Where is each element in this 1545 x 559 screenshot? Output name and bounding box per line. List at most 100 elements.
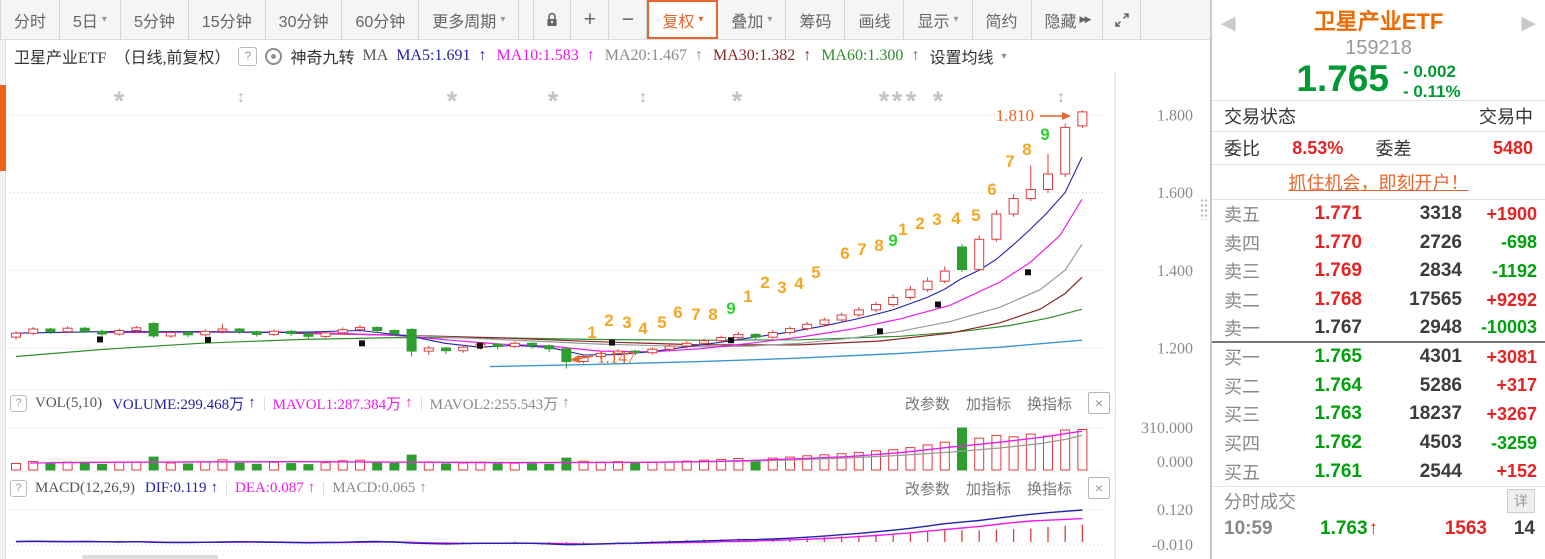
- level-price: 1.771: [1314, 203, 1362, 225]
- next-stock-icon[interactable]: ▶: [1521, 13, 1536, 34]
- svg-text:1: 1: [743, 287, 752, 306]
- gear-icon[interactable]: [265, 47, 283, 65]
- ask-row[interactable]: 卖二 1.768 17565 +9292: [1212, 286, 1545, 315]
- svg-text:6: 6: [840, 244, 849, 263]
- close-icon[interactable]: ×: [1088, 477, 1110, 499]
- fullscreen-button[interactable]: [1103, 0, 1142, 39]
- ask-row[interactable]: 卖五 1.771 3318 +1900: [1212, 200, 1545, 229]
- button-label: 显示: [917, 13, 950, 31]
- display-button[interactable]: 显示 ▾: [904, 0, 973, 39]
- svg-text:*: *: [879, 86, 890, 116]
- svg-text:1.810: 1.810: [996, 106, 1034, 125]
- level-volume: 4301: [1419, 346, 1462, 368]
- bid-row[interactable]: 买三 1.763 18237 +3267: [1212, 400, 1545, 429]
- svg-text:7: 7: [857, 240, 866, 259]
- period-30min-button[interactable]: 30分钟: [266, 0, 343, 39]
- help-icon[interactable]: ?: [10, 394, 27, 412]
- change-params-link[interactable]: 改参数: [904, 395, 950, 413]
- divider: [323, 481, 325, 495]
- divider: [263, 396, 265, 410]
- simple-mode-button[interactable]: 简约: [973, 0, 1032, 39]
- status-label: 交易状态: [1224, 107, 1296, 127]
- up-arrow-icon: ↑: [562, 394, 570, 411]
- hide-button[interactable]: 隐藏 ▶▶: [1032, 0, 1104, 39]
- period-label: 分时: [14, 13, 47, 31]
- svg-text:*: *: [548, 86, 559, 116]
- open-account-link[interactable]: 抓住机会，即刻开户！: [1288, 173, 1469, 193]
- prev-stock-icon[interactable]: ◀: [1221, 13, 1236, 34]
- price-level-label: 卖三: [1224, 262, 1260, 283]
- price-level-label: 卖一: [1224, 318, 1260, 339]
- level-price: 1.764: [1314, 374, 1362, 396]
- svg-text:5: 5: [811, 263, 820, 282]
- ma60-value: MA60:1.300: [821, 47, 904, 64]
- bid-row[interactable]: 买四 1.762 4503 -3259: [1212, 429, 1545, 458]
- change-value: - 0.002: [1402, 62, 1456, 81]
- chevron-down-icon: ▾: [500, 14, 506, 25]
- magic-nine-label[interactable]: 神奇九转: [290, 50, 355, 67]
- level-price: 1.770: [1314, 231, 1362, 253]
- close-icon[interactable]: ×: [1088, 392, 1110, 414]
- splitter-handle[interactable]: [1200, 198, 1209, 220]
- price-level-label: 卖四: [1224, 233, 1260, 254]
- zoom-out-button[interactable]: −: [609, 0, 648, 39]
- svg-text:5: 5: [971, 206, 980, 225]
- lock-button[interactable]: [533, 0, 572, 39]
- level-volume: 2544: [1419, 460, 1462, 482]
- level-price: 1.767: [1314, 316, 1362, 338]
- vol-indicator-name[interactable]: VOL(5,10): [35, 394, 103, 411]
- bid-row[interactable]: 买二 1.764 5286 +317: [1212, 372, 1545, 401]
- help-icon[interactable]: ?: [10, 479, 27, 497]
- switch-indicator-link[interactable]: 换指标: [1026, 480, 1072, 498]
- period-more-button[interactable]: 更多周期 ▾: [419, 0, 520, 39]
- draw-line-button[interactable]: 画线: [845, 0, 905, 39]
- period-5min-button[interactable]: 5分钟: [121, 0, 189, 39]
- period-15min-button[interactable]: 15分钟: [189, 0, 266, 39]
- period-label: 更多周期: [432, 13, 497, 31]
- change-params-link[interactable]: 改参数: [904, 480, 950, 498]
- add-indicator-link[interactable]: 加指标: [965, 480, 1011, 498]
- chart-toolbar: 分时 5日 ▾ 5分钟 15分钟 30分钟 60分钟 更多周期 ▾ + − 复权 ▾ …: [0, 0, 1210, 40]
- svg-text:9: 9: [1040, 125, 1049, 144]
- horizontal-scrollbar[interactable]: [82, 555, 218, 559]
- volume-chart[interactable]: 310.000 0.000: [6, 413, 1210, 478]
- svg-text:5: 5: [657, 313, 666, 332]
- ma5-value: MA5:1.691: [396, 47, 471, 64]
- svg-text:7: 7: [691, 305, 700, 324]
- level-volume-change: +1900: [1486, 203, 1537, 224]
- add-indicator-link[interactable]: 加指标: [965, 395, 1011, 413]
- double-right-icon: ▶▶: [1079, 14, 1092, 24]
- period-60min-button[interactable]: 60分钟: [342, 0, 420, 39]
- volume-panel-header: ? VOL(5,10) VOLUME:299.468万 ↑ MAVOL1:287.…: [6, 392, 1110, 414]
- overlay-button[interactable]: 叠加 ▾: [718, 0, 787, 39]
- ask-row[interactable]: 卖四 1.770 2726 -698: [1212, 229, 1545, 258]
- macd-chart[interactable]: 0.120 -0.010: [6, 498, 1210, 559]
- svg-text:1.600: 1.600: [1157, 185, 1193, 202]
- tick-row[interactable]: 10:59 1.763 ↑ 1563 14: [1212, 516, 1545, 540]
- svg-text:8: 8: [1022, 140, 1031, 159]
- up-arrow-icon: ↑: [419, 479, 427, 496]
- active-tab-marker[interactable]: [0, 85, 6, 171]
- period-minute-button[interactable]: 分时: [0, 0, 61, 39]
- tick-up-icon: ↑: [1368, 517, 1379, 539]
- bid-row[interactable]: 买五 1.761 2544 +152: [1212, 457, 1545, 486]
- bid-row[interactable]: 买一 1.765 4301 +3081: [1212, 343, 1545, 372]
- ask-row[interactable]: 卖一 1.767 2948 -10003: [1212, 314, 1545, 343]
- stock-name: 卫星产业ETF: [1313, 9, 1444, 34]
- detail-button[interactable]: 详: [1507, 489, 1535, 514]
- ma-settings-link[interactable]: 设置均线: [929, 50, 994, 67]
- macd-indicator-name[interactable]: MACD(12,26,9): [35, 479, 135, 496]
- up-arrow-icon: ↑: [248, 394, 256, 411]
- chips-button[interactable]: 筹码: [786, 0, 846, 39]
- svg-text:↕: ↕: [639, 89, 647, 106]
- tick-list-label: 分时成交: [1224, 492, 1296, 513]
- adjust-price-button[interactable]: 复权 ▾: [647, 0, 719, 39]
- price-level-label: 买二: [1224, 376, 1260, 397]
- zoom-in-button[interactable]: +: [571, 0, 610, 39]
- help-icon[interactable]: ?: [238, 46, 258, 66]
- switch-indicator-link[interactable]: 换指标: [1026, 395, 1072, 413]
- period-5day-button[interactable]: 5日 ▾: [60, 0, 121, 39]
- ask-row[interactable]: 卖三 1.769 2834 -1192: [1212, 257, 1545, 286]
- quote-header: ◀ ▶ 卫星产业ETF 159218 1.765 - 0.002 - 0.11%: [1212, 0, 1545, 101]
